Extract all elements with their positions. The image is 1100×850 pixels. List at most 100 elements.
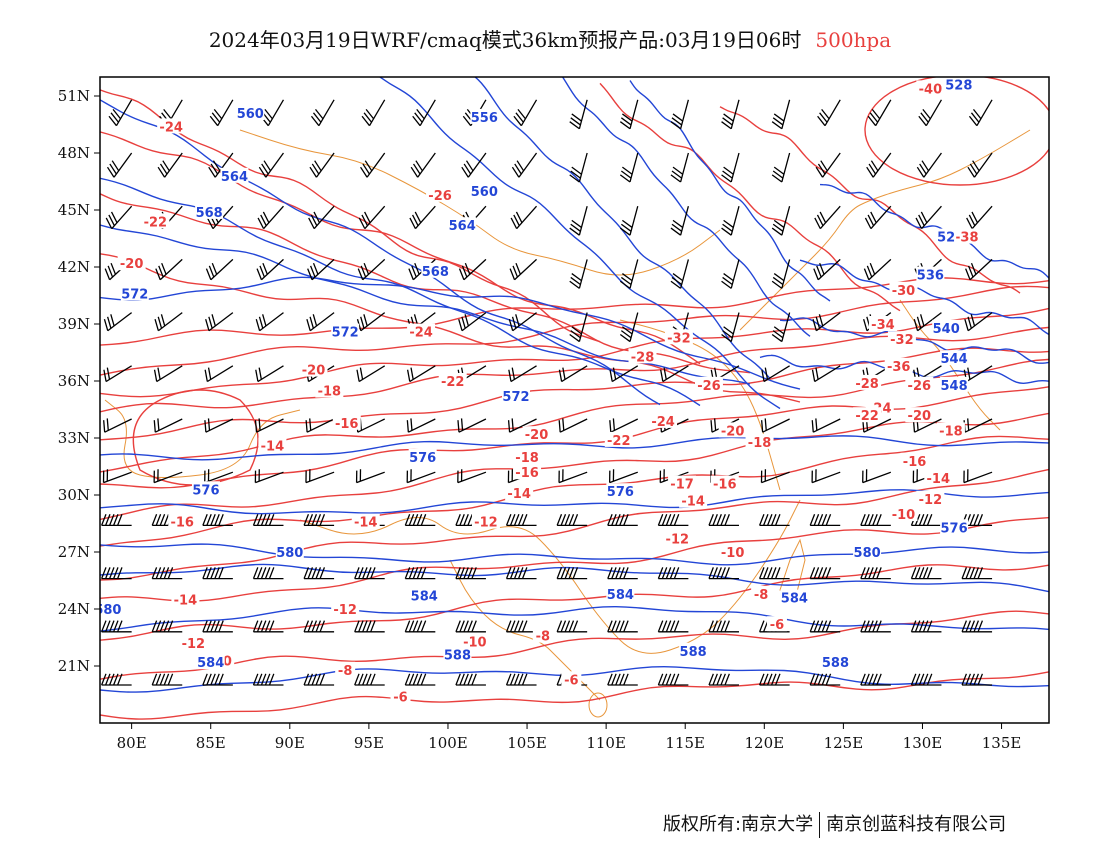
temperature-label: -28	[631, 350, 655, 365]
temperature-label: -24	[409, 326, 433, 341]
lon-tick-label: 130E	[903, 734, 943, 752]
wind-barb	[202, 513, 233, 527]
wind-barb	[558, 469, 588, 484]
height-label: 544	[941, 352, 968, 367]
temperature-label: -6	[564, 673, 578, 688]
height-contour-line	[474, 77, 771, 379]
wind-barb	[558, 418, 588, 433]
wind-barb	[657, 567, 689, 580]
wind-barb	[209, 99, 234, 127]
wind-barb	[569, 99, 588, 130]
wind-barb	[508, 312, 537, 332]
height-label: 584	[197, 656, 224, 671]
temperature-label: -14	[507, 487, 531, 502]
wind-barb	[771, 99, 791, 130]
temperature-label: -16	[170, 516, 194, 531]
height-label: 540	[933, 322, 960, 337]
temperature-label: -32	[890, 333, 914, 348]
wind-barb	[205, 312, 234, 332]
wind-barb	[963, 469, 993, 484]
wind-barb	[771, 312, 791, 343]
temperature-label: -8	[754, 588, 768, 603]
wind-barb	[252, 673, 284, 686]
lat-tick-label: 51N	[58, 87, 90, 105]
height-label: 572	[332, 326, 359, 341]
temperature-contour-line	[100, 468, 1049, 581]
height-label-bg	[196, 654, 225, 670]
wind-barb	[208, 152, 234, 178]
temperature-label: -22	[441, 375, 465, 390]
temperature-contour-line	[100, 516, 1049, 602]
wind-barb	[257, 205, 284, 230]
temperature-label-bg	[628, 348, 657, 364]
wind-barb	[968, 99, 993, 127]
temperature-label-bg	[141, 213, 170, 229]
temperature-label-bg	[710, 475, 739, 491]
wind-barb	[619, 259, 639, 289]
height-label-bg	[470, 183, 499, 198]
wind-barb	[412, 99, 436, 127]
temperature-label-bg	[718, 422, 747, 438]
temperature-label: -32	[667, 331, 691, 346]
wind-barb	[556, 567, 588, 580]
height-label: 572	[121, 288, 148, 303]
wind-barb	[256, 258, 284, 281]
temperature-label-bg	[335, 661, 356, 677]
wind-barb	[354, 620, 385, 633]
wind-barb	[303, 513, 335, 527]
wind-barb	[915, 205, 942, 230]
contour-labels: -24-26-22-20-24-20-18-22-16-14-20-18-16-…	[100, 77, 981, 705]
copyright-left: 版权所有:南京大学	[663, 814, 814, 835]
temperature-label: -26	[697, 379, 721, 394]
wind-barb	[657, 620, 689, 633]
temperature-label-bg	[513, 464, 542, 480]
coastline-segment	[299, 499, 801, 654]
height-label-bg	[191, 481, 220, 497]
height-label-bg	[421, 262, 450, 278]
temperature-label: -10	[463, 635, 487, 650]
wind-barb	[509, 258, 537, 281]
temperature-label: -20	[120, 257, 144, 272]
wind-barb	[860, 567, 891, 580]
lon-tick-label: 90E	[275, 734, 305, 752]
temperature-label-bg	[258, 437, 287, 453]
wind-barb	[708, 567, 739, 580]
height-label-bg	[275, 544, 304, 559]
lon-tick-label: 115E	[665, 734, 705, 752]
wind-barb	[153, 365, 183, 383]
height-label: 584	[607, 588, 634, 603]
height-label: 584	[411, 590, 438, 605]
height-contour-line	[379, 77, 781, 410]
temperature-label: -12	[182, 637, 206, 652]
temperature-label-bg	[718, 544, 747, 559]
temperature-contour-line	[719, 106, 1021, 294]
wind-barb	[455, 620, 486, 633]
height-label-bg	[220, 167, 249, 183]
wind-barb	[965, 258, 993, 281]
height-label: 52	[937, 231, 955, 246]
temperature-label-bg	[952, 228, 981, 244]
wind-barb	[607, 620, 638, 633]
temperature-contour-line	[100, 131, 701, 365]
wind-barb	[354, 567, 385, 580]
temperature-contour-line	[100, 671, 1049, 720]
chart-title: 2024年03月19日WRF/cmaq模式36km预报产品:03月19日06时 5…	[0, 24, 1100, 53]
temperature-label-bg	[513, 449, 542, 464]
wind-barb	[619, 312, 639, 343]
wind-barb	[670, 152, 690, 183]
coastline-segment	[104, 399, 301, 478]
height-label: 576	[607, 485, 634, 500]
temperature-label: -16	[903, 455, 927, 470]
wind-barb	[513, 99, 538, 127]
wind-barb	[204, 365, 234, 383]
wind-barb	[721, 99, 740, 130]
wind-barb	[556, 620, 588, 633]
temperature-label: -6	[393, 690, 407, 705]
chart-title-text: 2024年03月19日WRF/cmaq模式36km预报产品:03月19日06时	[208, 28, 802, 52]
wind-barb	[252, 567, 284, 580]
temperature-label: -24	[651, 415, 675, 430]
wind-barb	[721, 259, 740, 289]
height-label-bg	[236, 105, 265, 121]
wind-barb	[811, 365, 841, 383]
temperature-label: -26	[908, 379, 932, 394]
